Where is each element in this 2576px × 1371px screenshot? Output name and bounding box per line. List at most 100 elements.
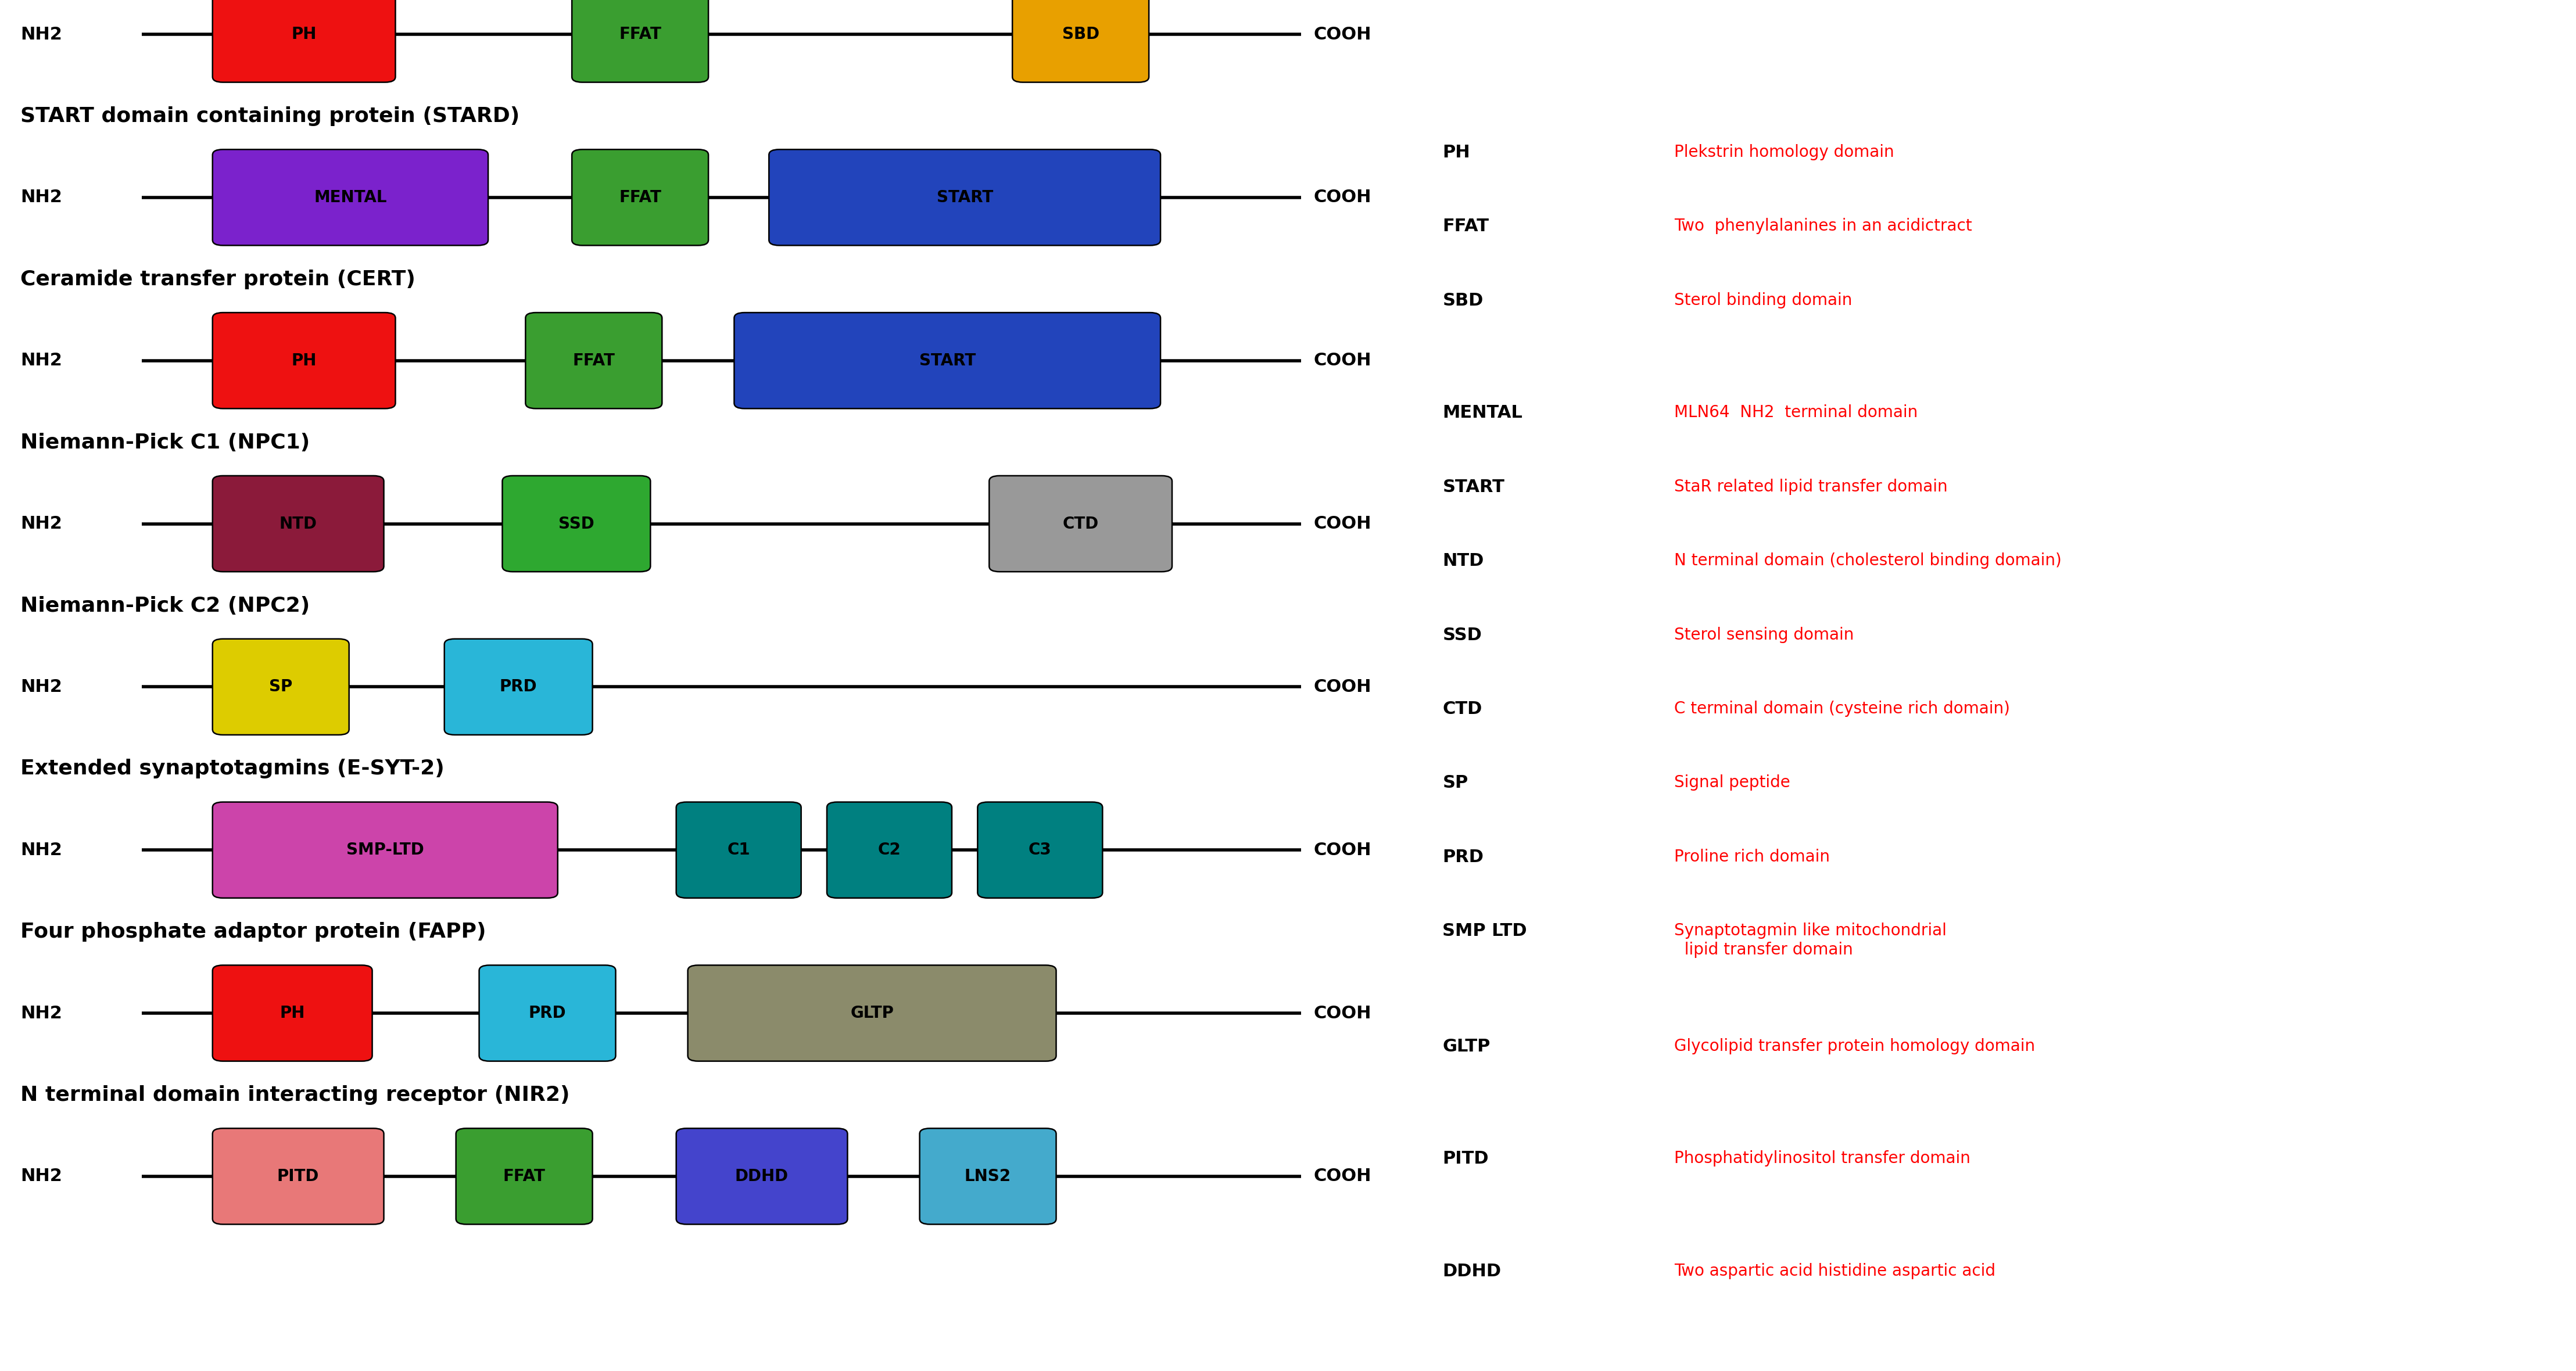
Text: MLN64  NH2  terminal domain: MLN64 NH2 terminal domain [1674, 404, 1919, 421]
Text: SSD: SSD [559, 515, 595, 532]
FancyBboxPatch shape [446, 639, 592, 735]
Text: SBD: SBD [1443, 292, 1484, 308]
Text: NTD: NTD [1443, 553, 1484, 569]
FancyBboxPatch shape [688, 965, 1056, 1061]
Text: Phosphatidylinositol transfer domain: Phosphatidylinositol transfer domain [1674, 1150, 1971, 1167]
Text: Sterol sensing domain: Sterol sensing domain [1674, 627, 1855, 643]
Text: C terminal domain (cysteine rich domain): C terminal domain (cysteine rich domain) [1674, 701, 2009, 717]
Text: GLTP: GLTP [850, 1005, 894, 1021]
Text: NTD: NTD [278, 515, 317, 532]
Text: START: START [920, 352, 976, 369]
Text: Extended synaptotagmins (E-SYT-2): Extended synaptotagmins (E-SYT-2) [21, 760, 446, 779]
FancyBboxPatch shape [989, 476, 1172, 572]
Text: SSD: SSD [1443, 627, 1481, 643]
FancyBboxPatch shape [827, 802, 953, 898]
Text: DDHD: DDHD [1443, 1263, 1502, 1279]
Text: COOH: COOH [1314, 515, 1370, 532]
Text: Ceramide transfer protein (CERT): Ceramide transfer protein (CERT) [21, 270, 415, 289]
FancyBboxPatch shape [502, 476, 649, 572]
Text: SMP-LTD: SMP-LTD [345, 842, 425, 858]
Text: C3: C3 [1028, 842, 1051, 858]
Text: SMP LTD: SMP LTD [1443, 923, 1528, 939]
Text: PITD: PITD [1443, 1150, 1489, 1167]
Text: GLTP: GLTP [1443, 1038, 1492, 1054]
Text: FFAT: FFAT [618, 189, 662, 206]
Text: Four phosphate adaptor protein (FAPP): Four phosphate adaptor protein (FAPP) [21, 923, 487, 942]
Text: PH: PH [291, 352, 317, 369]
Text: START: START [1443, 478, 1504, 495]
Text: COOH: COOH [1314, 1005, 1370, 1021]
Text: LNS2: LNS2 [963, 1168, 1012, 1185]
FancyBboxPatch shape [211, 639, 350, 735]
Text: N terminal domain (cholesterol binding domain): N terminal domain (cholesterol binding d… [1674, 553, 2061, 569]
Text: Niemann-Pick C1 (NPC1): Niemann-Pick C1 (NPC1) [21, 433, 309, 452]
Text: FFAT: FFAT [1443, 218, 1489, 234]
Text: Signal peptide: Signal peptide [1674, 775, 1790, 791]
FancyBboxPatch shape [211, 1128, 384, 1224]
FancyBboxPatch shape [211, 802, 559, 898]
FancyBboxPatch shape [211, 313, 397, 409]
FancyBboxPatch shape [456, 1128, 592, 1224]
Text: PRD: PRD [500, 679, 538, 695]
Text: SBD: SBD [1061, 26, 1100, 43]
FancyBboxPatch shape [1012, 0, 1149, 82]
Text: PH: PH [281, 1005, 304, 1021]
FancyBboxPatch shape [479, 965, 616, 1061]
Text: COOH: COOH [1314, 352, 1370, 369]
Text: FFAT: FFAT [618, 26, 662, 43]
FancyBboxPatch shape [675, 1128, 848, 1224]
Text: NH2: NH2 [21, 842, 62, 858]
Text: Proline rich domain: Proline rich domain [1674, 849, 1829, 865]
Text: NH2: NH2 [21, 352, 62, 369]
Text: StaR related lipid transfer domain: StaR related lipid transfer domain [1674, 478, 1947, 495]
Text: Two  phenylalanines in an acidictract: Two phenylalanines in an acidictract [1674, 218, 1973, 234]
Text: COOH: COOH [1314, 1168, 1370, 1185]
Text: CTD: CTD [1443, 701, 1481, 717]
FancyBboxPatch shape [920, 1128, 1056, 1224]
Text: COOH: COOH [1314, 189, 1370, 206]
Text: Synaptotagmin like mitochondrial
  lipid transfer domain: Synaptotagmin like mitochondrial lipid t… [1674, 923, 1947, 958]
Text: DDHD: DDHD [734, 1168, 788, 1185]
FancyBboxPatch shape [734, 313, 1159, 409]
Text: MENTAL: MENTAL [314, 189, 386, 206]
Text: SP: SP [1443, 775, 1468, 791]
Text: NH2: NH2 [21, 679, 62, 695]
Text: COOH: COOH [1314, 842, 1370, 858]
Text: FFAT: FFAT [502, 1168, 546, 1185]
FancyBboxPatch shape [211, 149, 489, 245]
FancyBboxPatch shape [979, 802, 1103, 898]
Text: NH2: NH2 [21, 189, 62, 206]
Text: Sterol binding domain: Sterol binding domain [1674, 292, 1852, 308]
FancyBboxPatch shape [526, 313, 662, 409]
Text: N terminal domain interacting receptor (NIR2): N terminal domain interacting receptor (… [21, 1086, 569, 1105]
Text: NH2: NH2 [21, 1168, 62, 1185]
Text: START: START [938, 189, 992, 206]
FancyBboxPatch shape [572, 0, 708, 82]
Text: FFAT: FFAT [572, 352, 616, 369]
FancyBboxPatch shape [572, 149, 708, 245]
FancyBboxPatch shape [675, 802, 801, 898]
Text: SP: SP [268, 679, 294, 695]
Text: Plekstrin homology domain: Plekstrin homology domain [1674, 144, 1893, 160]
FancyBboxPatch shape [211, 0, 397, 82]
FancyBboxPatch shape [770, 149, 1162, 245]
Text: PITD: PITD [278, 1168, 319, 1185]
Text: PRD: PRD [1443, 849, 1484, 865]
Text: CTD: CTD [1061, 515, 1100, 532]
FancyBboxPatch shape [211, 476, 384, 572]
Text: Niemann-Pick C2 (NPC2): Niemann-Pick C2 (NPC2) [21, 596, 309, 616]
Text: PRD: PRD [528, 1005, 567, 1021]
Text: START domain containing protein (STARD): START domain containing protein (STARD) [21, 107, 520, 126]
Text: Glycolipid transfer protein homology domain: Glycolipid transfer protein homology dom… [1674, 1038, 2035, 1054]
Text: NH2: NH2 [21, 26, 62, 43]
Text: Two aspartic acid histidine aspartic acid: Two aspartic acid histidine aspartic aci… [1674, 1263, 1996, 1279]
Text: C2: C2 [878, 842, 902, 858]
Text: MENTAL: MENTAL [1443, 404, 1522, 421]
Text: NH2: NH2 [21, 1005, 62, 1021]
Text: PH: PH [291, 26, 317, 43]
Text: C1: C1 [726, 842, 750, 858]
Text: NH2: NH2 [21, 515, 62, 532]
Text: COOH: COOH [1314, 26, 1370, 43]
Text: PH: PH [1443, 144, 1471, 160]
FancyBboxPatch shape [211, 965, 374, 1061]
